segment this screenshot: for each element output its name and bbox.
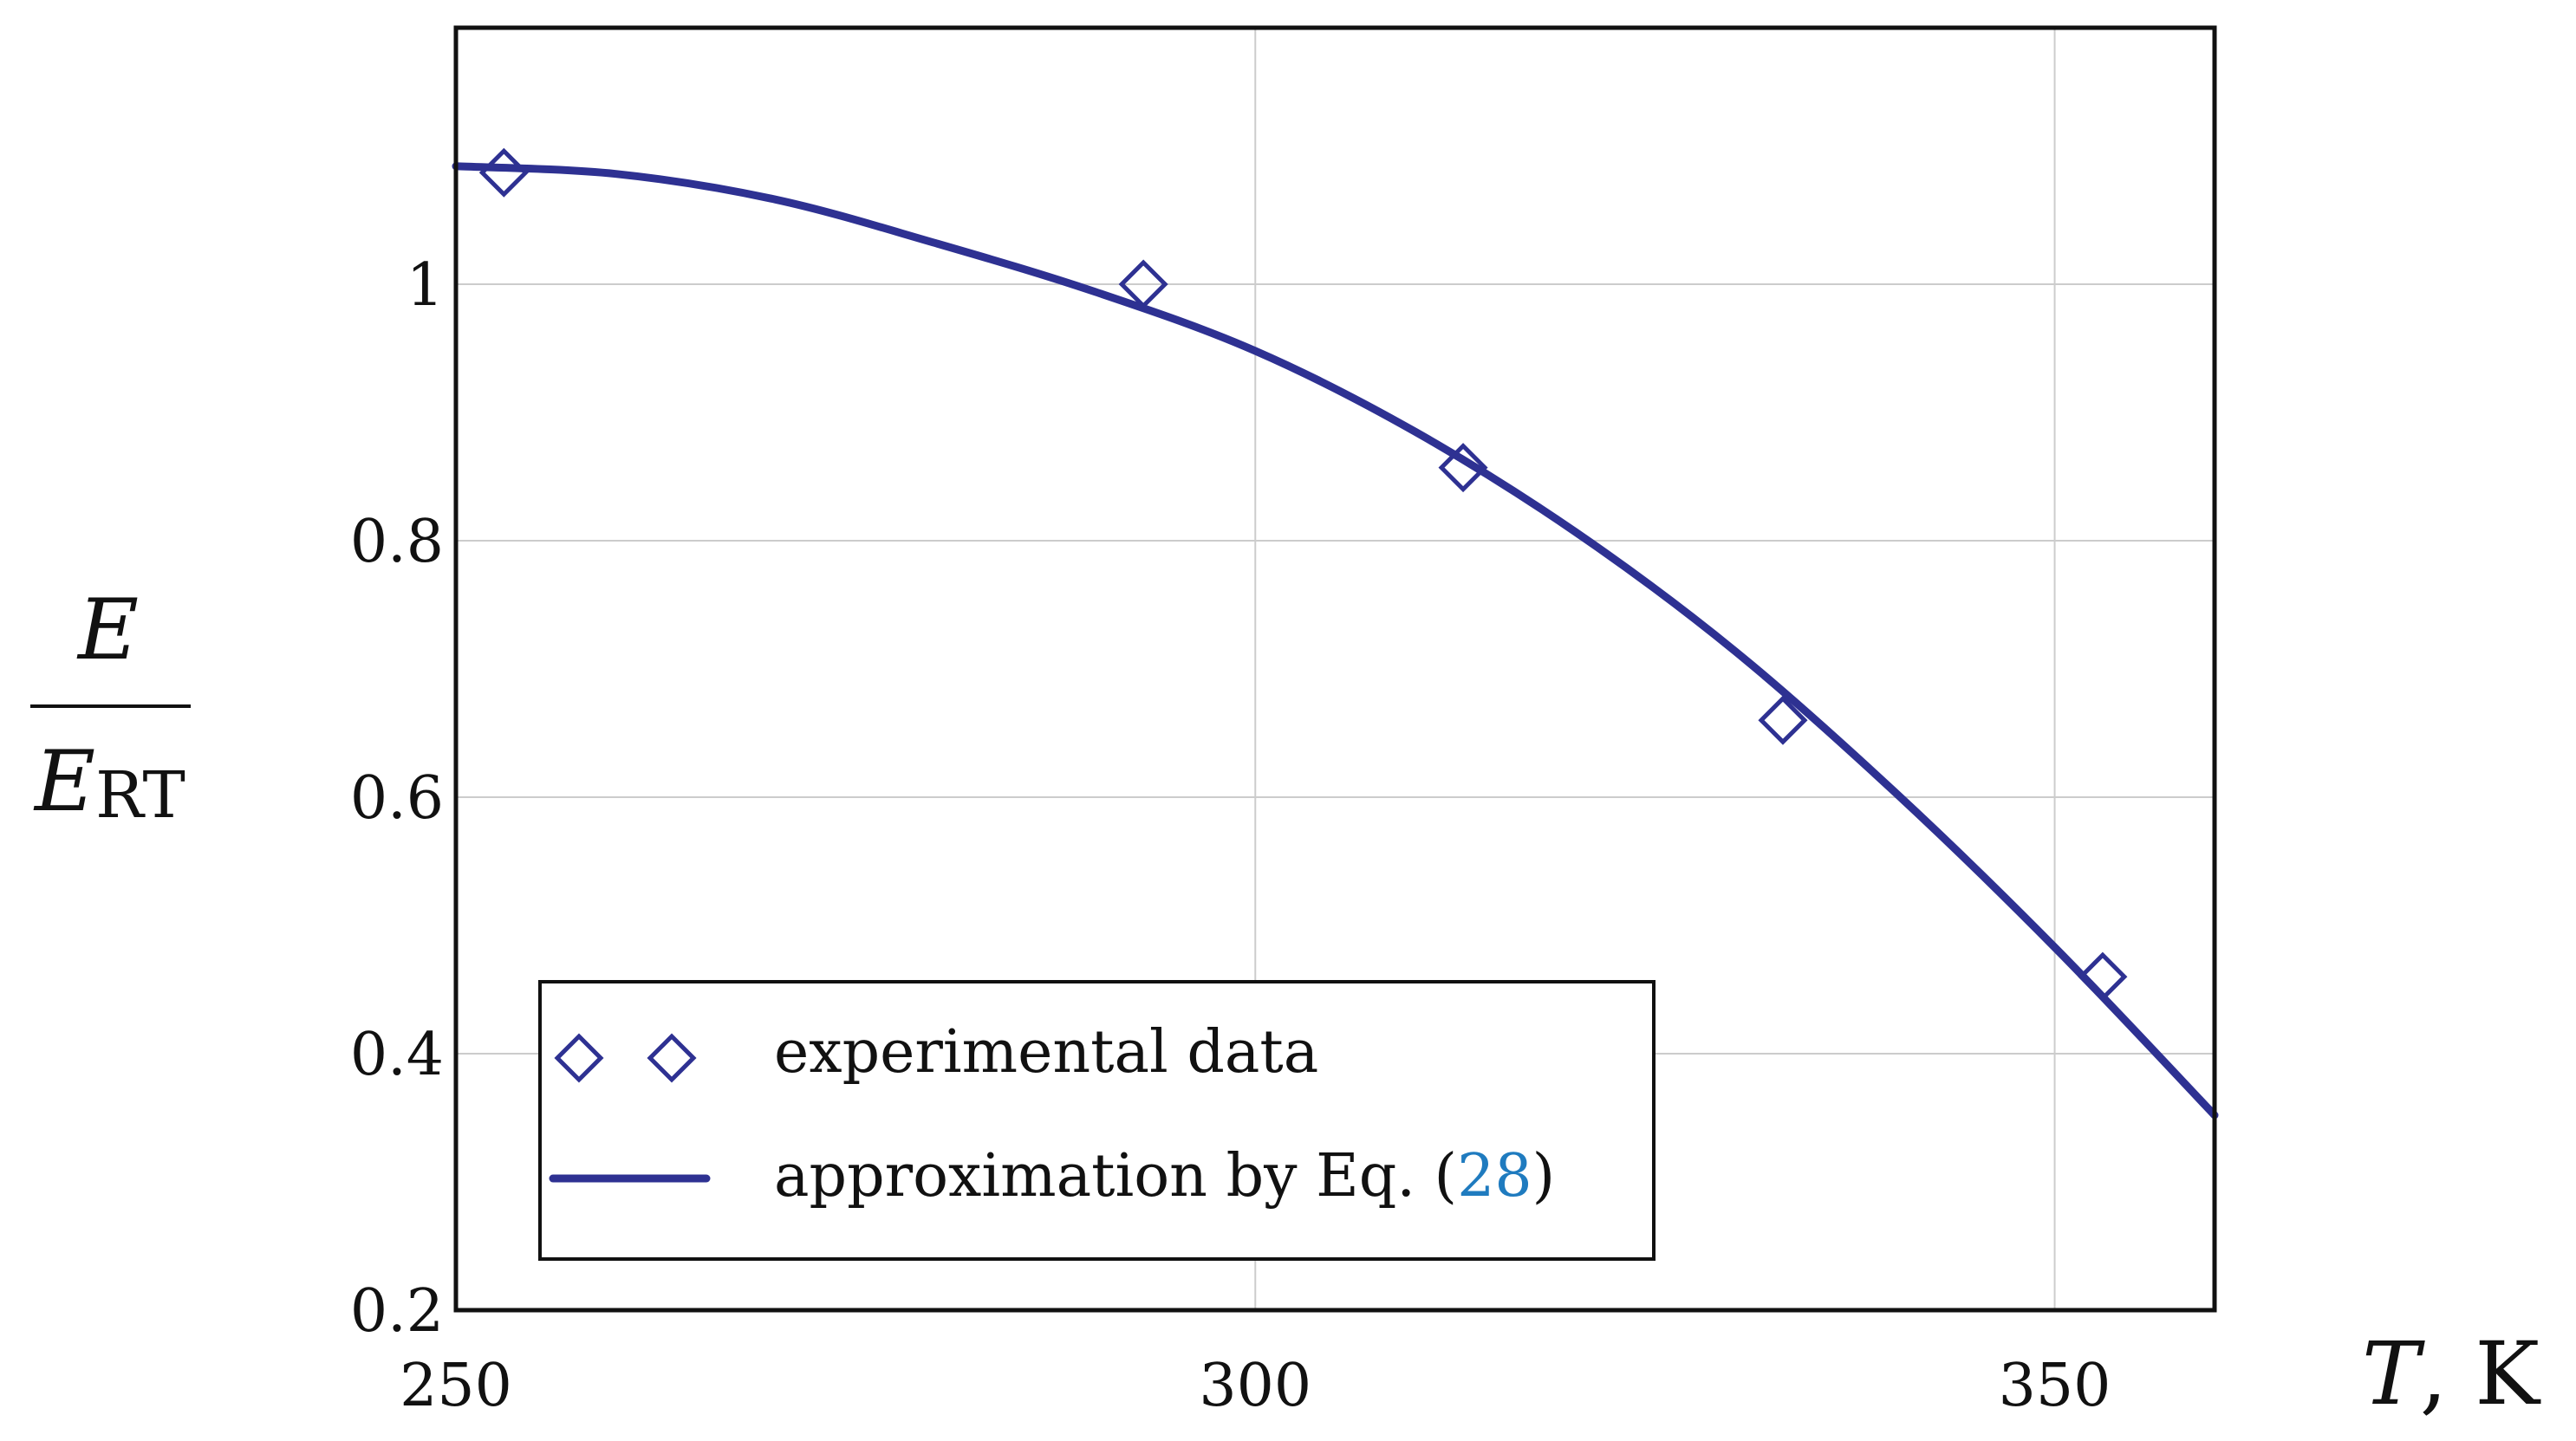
legend-label-approximation-suffix: ) [1532, 1142, 1556, 1211]
series-line-approximation [452, 162, 2219, 1120]
y-axis-label-subscript: RT [95, 758, 185, 833]
legend-label-approximation-prefix: approximation by Eq. ( [774, 1142, 1457, 1211]
y-tick-labels: 0.2 0.4 0.6 0.8 1 [350, 251, 444, 1346]
legend-label-experimental: experimental data [774, 1018, 1318, 1087]
data-point-experimental [478, 147, 529, 198]
x-tick-label: 300 [1199, 1352, 1311, 1420]
y-tick-label: 0.8 [350, 508, 444, 576]
marker-layer [478, 147, 2128, 1002]
y-tick-label: 0.4 [350, 1021, 444, 1089]
y-axis-label-denominator: ERT [33, 733, 185, 833]
legend-marker-diamond-2 [647, 1033, 697, 1083]
y-axis-label-numerator: E [76, 581, 139, 678]
x-axis-label-var: T [2362, 1323, 2425, 1425]
x-tick-label: 350 [1999, 1352, 2111, 1420]
equation-ref-link[interactable]: 28 [1457, 1142, 1532, 1211]
x-tick-labels: 250 300 350 [400, 1352, 2111, 1420]
data-point-experimental [1118, 259, 1168, 309]
y-tick-label: 0.2 [350, 1277, 444, 1346]
data-point-experimental [1758, 695, 1808, 745]
legend-marker-diamond-1 [554, 1033, 604, 1083]
y-axis-label-denominator-var: E [33, 733, 95, 830]
plot-frame [453, 25, 2217, 1313]
data-point-experimental [1438, 443, 1488, 493]
y-axis-label: E ERT [30, 581, 191, 833]
legend-box [538, 980, 1656, 1261]
legend: experimental data approximation by Eq. (… [538, 980, 1656, 1261]
x-axis-label-sep: , [2420, 1323, 2475, 1425]
y-tick-label: 1 [407, 251, 444, 320]
x-axis-label: T, K [2362, 1323, 2541, 1425]
x-tick-label: 250 [400, 1352, 512, 1420]
legend-label-approximation: approximation by Eq. (28) [774, 1142, 1555, 1211]
y-tick-label: 0.6 [350, 764, 444, 833]
x-axis-label-unit: K [2475, 1323, 2541, 1425]
data-point-experimental [2078, 951, 2128, 1002]
fit-curve-layer [452, 162, 2219, 1120]
